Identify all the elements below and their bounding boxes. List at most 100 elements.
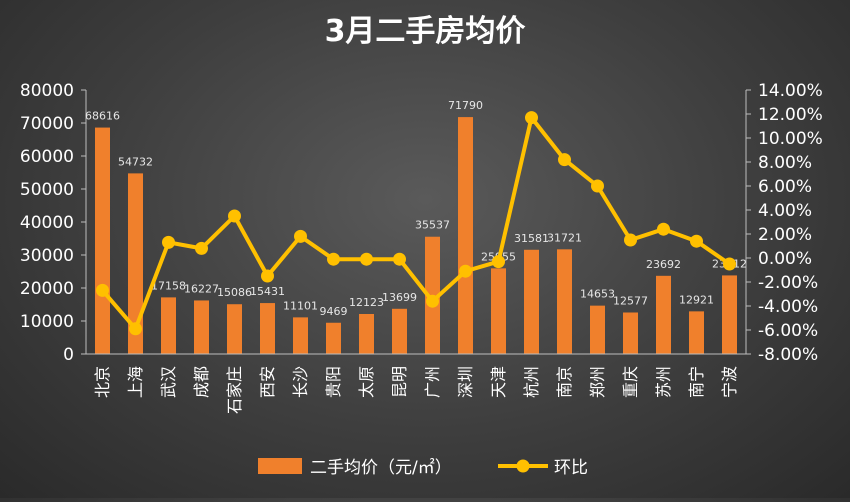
right-axis-tick-label: -8.00% [758, 345, 818, 365]
x-axis-category-label: 深圳 [456, 366, 475, 398]
x-axis-category-label: 成都 [192, 366, 211, 398]
line-point [723, 257, 736, 271]
left-axis-tick-label: 60000 [20, 147, 74, 167]
line-series [96, 111, 736, 336]
x-axis-category-label: 北京 [93, 366, 112, 398]
x-axis-category-label: 重庆 [621, 366, 640, 398]
bar [392, 308, 407, 354]
left-axis-tick-label: 10000 [20, 312, 74, 332]
right-axis: -8.00% -6.00% -4.00% -2.00% 0.00% 2.00% 4.00% 6… [745, 81, 823, 365]
line-point [426, 294, 439, 308]
right-axis-tick-label: 10.00% [758, 129, 823, 149]
right-axis-tick-label: 2.00% [758, 225, 812, 245]
x-axis-category-label: 郑州 [588, 366, 607, 398]
line-point [129, 322, 142, 336]
line-point [624, 233, 637, 247]
left-axis: 0 10000 20000 30000 40000 50000 60000 70000 8000… [20, 81, 87, 365]
x-axis-category-label: 昆明 [390, 366, 409, 398]
x-axis-category-label: 南京 [555, 366, 574, 398]
right-axis-tick-label: 12.00% [758, 105, 823, 125]
bar-value-label: 35537 [415, 219, 450, 232]
bar [722, 275, 737, 354]
x-axis-category-label: 西安 [258, 366, 277, 398]
left-axis-tick-label: 0 [63, 345, 74, 365]
bar [194, 300, 209, 354]
x-axis-category-label: 长沙 [291, 366, 310, 398]
right-axis-tick-label: -6.00% [758, 321, 818, 341]
line-point [492, 255, 505, 269]
x-axis-category-label: 杭州 [522, 366, 541, 398]
x-axis-category-label: 石家庄 [225, 366, 244, 414]
x-axis-category-label: 武汉 [159, 366, 178, 398]
line-point [525, 111, 538, 125]
bar [590, 305, 605, 354]
right-axis-tick-label: -2.00% [758, 273, 818, 293]
left-axis-tick-label: 40000 [20, 213, 74, 233]
bar [689, 311, 704, 354]
bar [326, 322, 341, 354]
legend-bar-label: 二手均价（元/㎡） [310, 458, 452, 478]
line-point [228, 209, 241, 223]
left-axis-tick-label: 20000 [20, 279, 74, 299]
bar-value-label: 15431 [250, 285, 285, 298]
bar [359, 313, 374, 354]
x-axis-category-label: 南宁 [687, 366, 706, 398]
bar-value-label: 12921 [679, 293, 714, 306]
right-axis-tick-label: 14.00% [758, 81, 823, 101]
line-point [261, 269, 274, 283]
bar [161, 297, 176, 354]
x-axis-category-label: 上海 [126, 366, 145, 398]
left-axis-tick-label: 80000 [20, 81, 74, 101]
bar-value-label: 17158 [151, 279, 186, 292]
line-point [96, 283, 109, 297]
line-point [591, 179, 604, 193]
bar [656, 275, 671, 354]
bar-value-label: 9469 [320, 305, 348, 318]
line-point [294, 229, 307, 243]
bar [458, 117, 473, 354]
x-axis: 北京 上海 武汉 成都 石家庄 西安 长沙 贵阳 太原 昆明 广州 深圳 天津 杭州 南京 郑州 重庆 苏州 南宁宁… [86, 353, 746, 414]
legend-line-marker [516, 459, 530, 473]
bar [227, 304, 242, 354]
bar-value-label: 12577 [613, 294, 648, 307]
line-point [657, 222, 670, 236]
legend: 二手均价（元/㎡） 环比 [258, 458, 588, 478]
bar [623, 312, 638, 354]
line-path [100, 115, 731, 331]
right-axis-tick-label: 4.00% [758, 201, 812, 221]
line-point [327, 252, 340, 266]
right-axis-tick-label: -4.00% [758, 297, 818, 317]
bar-value-label: 54732 [118, 155, 153, 168]
line-point [558, 153, 571, 167]
bar-value-label: 13699 [382, 291, 417, 304]
bar [524, 249, 539, 354]
bar [260, 303, 275, 354]
bar [557, 249, 572, 354]
x-axis-category-label: 广州 [423, 366, 442, 398]
right-axis-tick-label: 8.00% [758, 153, 812, 173]
x-axis-category-label: 贵阳 [324, 366, 343, 398]
left-axis-tick-label: 50000 [20, 180, 74, 200]
x-axis-category-label: 宁波 [720, 366, 739, 398]
x-axis-category-label: 天津 [489, 366, 508, 398]
bar [491, 268, 506, 354]
bar-value-label: 11101 [283, 299, 318, 312]
line-point [195, 241, 208, 255]
right-axis-tick-label: 0.00% [758, 249, 812, 269]
bar-value-label: 68616 [85, 110, 120, 123]
bar-value-label: 71790 [448, 99, 483, 112]
line-point [360, 252, 373, 266]
right-axis-tick-label: 6.00% [758, 177, 812, 197]
line-point [162, 235, 175, 249]
bar [128, 173, 143, 354]
line-point [393, 252, 406, 266]
bar-value-label: 16227 [184, 282, 219, 295]
line-point [690, 234, 703, 248]
legend-bar-swatch [258, 458, 302, 474]
bar-value-label: 31721 [547, 231, 582, 244]
left-axis-tick-label: 30000 [20, 246, 74, 266]
bar [293, 317, 308, 354]
